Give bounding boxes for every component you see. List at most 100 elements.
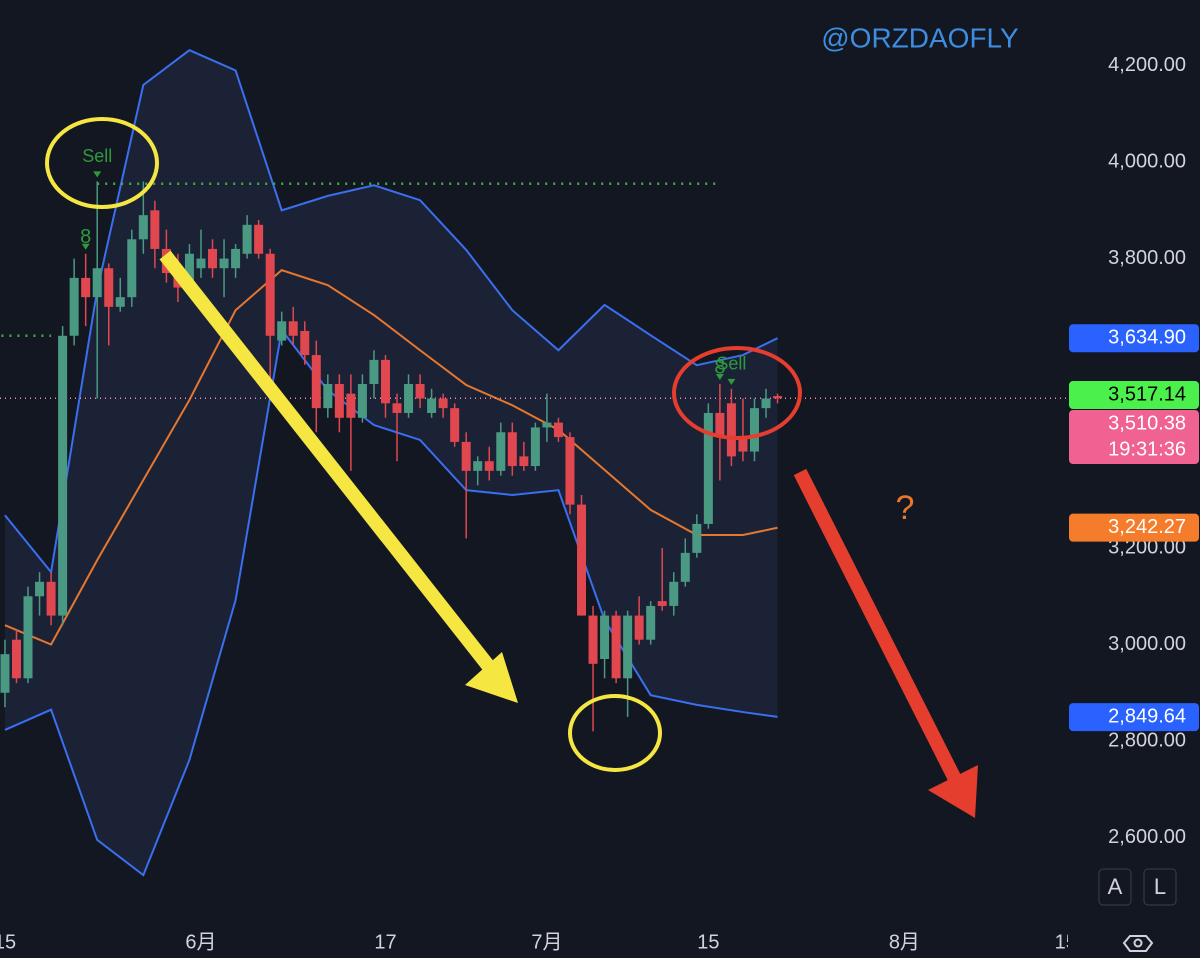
- candle-body: [749, 408, 759, 452]
- candle-body: [288, 321, 298, 336]
- candle-body: [438, 398, 448, 409]
- x-tick-label: 8月: [889, 931, 920, 953]
- candle-body: [127, 239, 137, 298]
- signal-marker: [93, 171, 102, 178]
- y-tick-label: 2,800.00: [1108, 729, 1186, 751]
- candle-body: [461, 441, 471, 471]
- y-tick-label: 4,000.00: [1108, 150, 1186, 172]
- signal-marker: [81, 243, 90, 250]
- x-tick-label: 17: [374, 931, 396, 953]
- button-label[interactable]: L: [1154, 874, 1166, 899]
- price-tag: [1069, 410, 1199, 465]
- candle-body: [530, 427, 540, 467]
- candle-body: [565, 437, 575, 505]
- price-tag: [1069, 381, 1199, 410]
- toolbar: A L: [1098, 868, 1177, 952]
- price-tag-label: 2,849.64: [1108, 705, 1186, 727]
- candle-body: [58, 335, 68, 616]
- candle-body: [450, 408, 460, 442]
- price-tag-label: 3,242.27: [1108, 516, 1186, 538]
- candle-body: [231, 248, 241, 269]
- candle-body: [761, 398, 771, 409]
- candle-body: [81, 277, 91, 298]
- annotation: ?: [896, 489, 915, 527]
- candle-body: [46, 581, 56, 616]
- candle-body: [496, 432, 506, 471]
- candle-body: [208, 248, 218, 269]
- candle-body: [600, 615, 610, 660]
- circle: [568, 694, 662, 772]
- candle-body: [311, 355, 321, 409]
- signal-label: 8: [80, 226, 91, 248]
- candle-body: [242, 224, 252, 254]
- price-tag-label: 3,634.90: [1108, 327, 1186, 349]
- candle-body: [404, 384, 414, 413]
- x-tick-label: 15: [0, 931, 16, 953]
- candle-body: [254, 224, 264, 254]
- button[interactable]: [1098, 868, 1132, 906]
- signal-marker: [715, 374, 724, 381]
- candle-body: [380, 359, 390, 404]
- candle-body: [669, 581, 679, 606]
- candle-body: [507, 432, 517, 467]
- candle-body: [588, 615, 598, 664]
- candle-body: [484, 461, 494, 471]
- band-line: [4, 269, 778, 646]
- candle-body: [611, 615, 621, 679]
- candle-body: [334, 384, 344, 418]
- signal-label: Sell: [82, 146, 112, 166]
- y-tick-label: 3,800.00: [1108, 247, 1186, 269]
- candle-body: [657, 601, 667, 606]
- x-tick-label: 15: [1055, 931, 1077, 953]
- candle-body: [23, 596, 33, 679]
- button[interactable]: [1143, 868, 1177, 906]
- candle-body: [369, 359, 379, 385]
- price-tag: [1069, 324, 1199, 353]
- candle-body: [473, 461, 483, 471]
- candle-body: [138, 215, 148, 240]
- candle-body: [634, 615, 644, 640]
- band-line: [4, 49, 778, 575]
- signal-label: 8: [714, 356, 725, 378]
- candle-body: [357, 384, 367, 418]
- arrow: [159, 250, 496, 673]
- y-tick-label: 4,200.00: [1108, 54, 1186, 76]
- candle-body: [715, 412, 725, 438]
- settings-icon[interactable]: [1122, 935, 1154, 952]
- settings-icon: [1133, 938, 1143, 948]
- candle-body: [738, 437, 748, 452]
- candle-body: [35, 581, 45, 597]
- button-label[interactable]: A: [1108, 874, 1123, 899]
- price-tag: [1069, 703, 1199, 732]
- arrow-head: [928, 765, 978, 818]
- candle-body: [346, 393, 356, 418]
- candle-body: [323, 384, 333, 409]
- candle-body: [11, 639, 21, 679]
- arrow: [793, 468, 965, 789]
- candle-body: [692, 523, 702, 553]
- candle-body: [104, 268, 114, 307]
- candle-body: [115, 297, 125, 307]
- candle-body: [92, 268, 102, 298]
- candle-body: [265, 253, 275, 336]
- signal-marker: [727, 378, 736, 385]
- candle-body: [150, 210, 160, 249]
- plot-area: Sell8Sell8156月177月158月15: [0, 49, 1077, 953]
- candle-body: [392, 403, 402, 413]
- x-tick-label: 7月: [531, 931, 562, 953]
- candle-body: [542, 422, 552, 428]
- candle-body: [196, 258, 206, 269]
- x-tick-label: 6月: [185, 931, 216, 953]
- circle: [45, 117, 159, 209]
- candle-body: [553, 422, 563, 438]
- candle-body: [69, 277, 79, 336]
- arrow-head: [465, 652, 518, 703]
- candle-body: [646, 605, 656, 640]
- drawings: ? @ORZDAOFLY: [45, 22, 1019, 818]
- candle-body: [726, 403, 736, 457]
- watermark: @ORZDAOFLY: [821, 22, 1019, 53]
- candle-body: [773, 396, 783, 399]
- y-tick-label: 3,200.00: [1108, 536, 1186, 558]
- axis-panel: [1068, 0, 1200, 958]
